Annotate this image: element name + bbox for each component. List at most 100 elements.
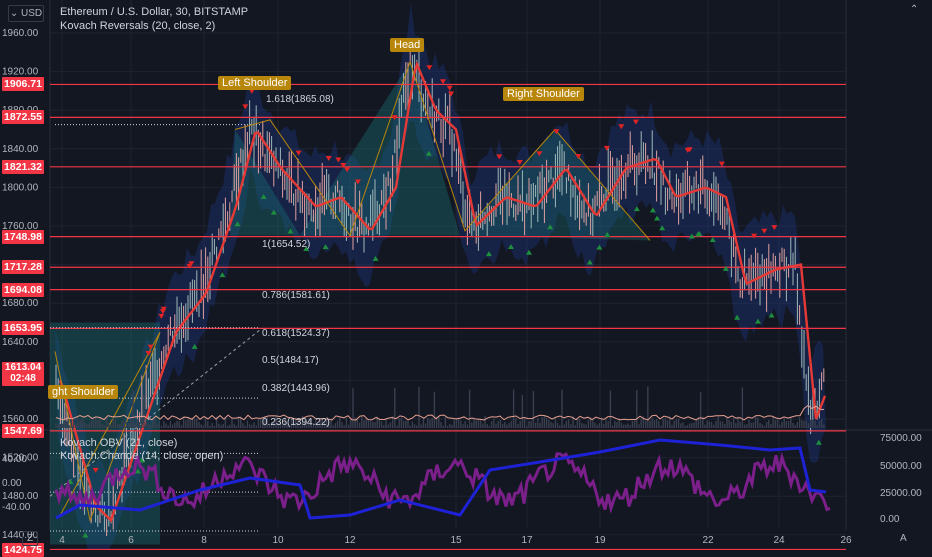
sell-signal-marker [618, 124, 625, 130]
sell-signal-marker [145, 351, 152, 357]
sell-signal-marker [632, 119, 639, 125]
buy-signal-marker [659, 225, 666, 231]
level-price-label: 1547.69 [2, 423, 44, 438]
sell-signal-marker [496, 154, 503, 160]
sell-signal-marker [147, 344, 154, 350]
price-axis-label: 1960.00 [2, 28, 39, 39]
time-axis-label: 10 [272, 535, 284, 546]
time-axis-label: 22 [702, 535, 714, 546]
right-shoulder-label-2: ght Shoulder [48, 385, 119, 399]
current-price-value: 1613.04 [4, 361, 42, 373]
price-axis-label: 1560.00 [2, 414, 39, 425]
buy-signal-marker [138, 457, 145, 463]
fib-label-05: 0.5(1484.17) [262, 355, 319, 366]
buy-signal-marker [768, 312, 775, 318]
price-axis-label: 1920.00 [2, 67, 39, 78]
buy-signal-marker [219, 272, 226, 278]
level-price-label: 1653.95 [2, 321, 44, 336]
buy-signal-marker [649, 207, 656, 213]
osc-left-axis-label: 0.00 [2, 478, 22, 489]
sell-signal-marker [448, 91, 455, 97]
time-axis-label: 26 [840, 535, 852, 546]
buy-signal-marker [734, 314, 741, 320]
price-axis-label: 1440.00 [2, 530, 39, 541]
buy-signal-marker [260, 193, 267, 199]
sell-signal-marker [553, 129, 560, 135]
fib-label-0786: 0.786(1581.61) [262, 290, 330, 301]
auto-scale-button[interactable]: A [900, 533, 907, 544]
fib-label-1618: 1.618(1865.08) [266, 94, 334, 105]
sell-signal-marker [718, 161, 725, 167]
buy-signal-marker [695, 231, 702, 237]
buy-signal-marker [722, 265, 729, 271]
time-axis-label: 4 [59, 535, 65, 546]
dropdown-arrow-icon: ⌄ [9, 8, 19, 19]
buy-signal-marker [754, 318, 761, 324]
buy-signal-marker [547, 224, 554, 230]
pattern-outline [54, 331, 161, 523]
level-price-label: 1906.71 [2, 77, 44, 92]
sell-signal-marker [248, 88, 255, 94]
buy-signal-marker [507, 244, 514, 250]
osc-right-axis-label: 0.00 [880, 514, 900, 525]
sell-signal-marker [391, 115, 398, 121]
osc-left-axis-label: 40.00 [2, 454, 27, 465]
buy-signal-marker [191, 343, 198, 349]
buy-signal-marker [270, 209, 277, 215]
buy-signal-marker [303, 245, 310, 251]
price-axis-label: 1640.00 [2, 337, 39, 348]
time-axis-label: 8 [201, 535, 207, 546]
sell-signal-marker [344, 167, 351, 173]
level-price-label: 1872.55 [2, 110, 44, 125]
buy-signal-marker [134, 468, 141, 474]
sell-signal-marker [188, 261, 195, 267]
buy-signal-marker [633, 206, 640, 212]
buy-signal-marker [372, 255, 379, 261]
price-axis-label: 1680.00 [2, 298, 39, 309]
volume-ma-line [55, 404, 825, 421]
buy-signal-marker [287, 228, 294, 234]
level-price-label: 1821.32 [2, 159, 44, 174]
sell-signal-marker [575, 153, 582, 159]
buy-signal-marker [82, 532, 89, 538]
buy-signal-marker [322, 244, 329, 250]
sell-signal-marker [761, 228, 768, 234]
currency-button[interactable]: ⌄ USD [8, 5, 44, 22]
sell-signal-marker [686, 147, 693, 153]
sell-signal-marker [446, 85, 453, 91]
sell-signal-marker [439, 79, 446, 85]
indicator-reversals-legend[interactable]: Kovach Reversals (20, close, 2) [60, 20, 216, 32]
indicator-obv-legend[interactable]: Kovach OBV (21, close) [60, 437, 178, 449]
buy-signal-marker [654, 215, 661, 221]
symbol-title: Ethereum / U.S. Dollar, 30, BITSTAMP [60, 6, 249, 18]
sell-signal-marker [160, 306, 167, 312]
sell-signal-marker [325, 156, 332, 162]
price-axis-label: 1840.00 [2, 144, 39, 155]
right-shoulder-label: Right Shoulder [503, 87, 584, 101]
buy-signal-marker [586, 259, 593, 265]
fib-label-0236: 0.236(1394.22) [262, 417, 330, 428]
time-axis-label: 17 [521, 535, 533, 546]
time-axis-label: 24 [773, 535, 785, 546]
buy-signal-marker [525, 249, 532, 255]
sell-signal-marker [771, 225, 778, 231]
settings-arrow-icon[interactable]: ⌃ [910, 4, 919, 15]
buy-signal-marker [709, 236, 716, 242]
zone-shade [230, 61, 460, 236]
price-axis-label: 1760.00 [2, 221, 39, 232]
buy-signal-marker [815, 439, 822, 445]
sell-signal-marker [354, 179, 361, 185]
sell-signal-marker [340, 162, 347, 168]
sell-signal-marker [295, 150, 302, 156]
sell-signal-marker [92, 467, 99, 473]
time-axis-label: 12 [344, 535, 356, 546]
zoom-button[interactable]: Z [22, 531, 38, 546]
sell-signal-marker [516, 159, 523, 165]
fib-label-0618: 0.618(1524.37) [262, 328, 330, 339]
price-axis-label: 1480.00 [2, 491, 39, 502]
price-axis-label: 1800.00 [2, 182, 39, 193]
osc-right-axis-label: 75000.00 [880, 433, 922, 444]
obv-line [55, 438, 827, 520]
indicator-chande-legend[interactable]: Kovach Chande (14, close, open) [60, 450, 224, 462]
